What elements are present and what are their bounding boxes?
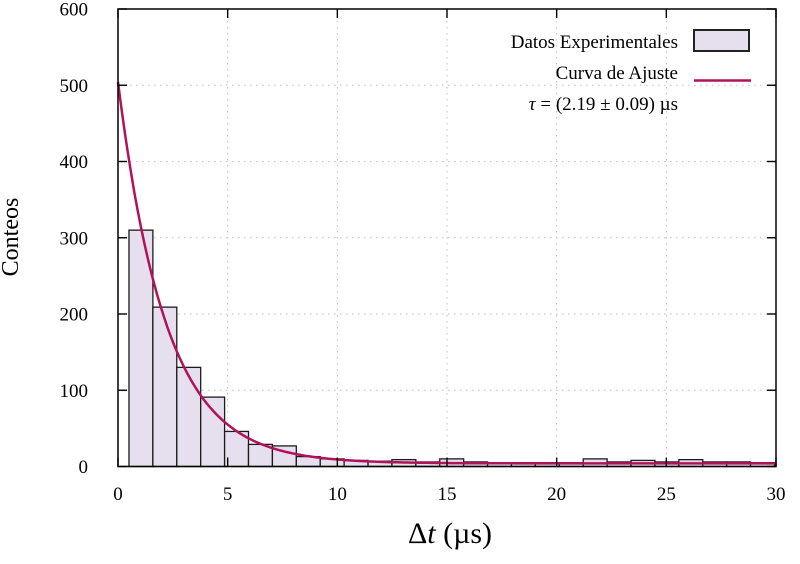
x-tick-label: 10: [328, 484, 347, 505]
x-tick-label: 0: [113, 484, 123, 505]
x-tick-label: 5: [223, 484, 233, 505]
legend-label-experimental-data: Datos Experimentales: [511, 32, 678, 53]
legend: Datos Experimentales Curva de Ajuste τ =…: [511, 29, 751, 115]
x-tick-label: 25: [657, 484, 676, 505]
x-axis-label-delta: Δ: [408, 517, 427, 550]
histogram-bars-layer: [128, 229, 776, 468]
x-axis-label: Δt (µs): [408, 517, 492, 550]
y-tick-label: 400: [60, 152, 89, 173]
tau-symbol: τ: [529, 94, 537, 115]
x-axis-label-unit: (µs): [436, 517, 492, 550]
x-tick-label: 20: [547, 484, 566, 505]
histogram-bar: [152, 306, 178, 468]
grid-layer: [118, 9, 776, 467]
histogram-bar: [176, 366, 202, 468]
plot-border: [117, 8, 777, 468]
y-tick-label: 600: [60, 0, 89, 21]
x-tick-label: 30: [767, 484, 786, 505]
y-tick-label: 200: [60, 305, 89, 326]
x-tick-label: 15: [438, 484, 457, 505]
y-tick-label: 300: [60, 228, 89, 249]
y-tick-label: 100: [60, 381, 89, 402]
y-tick-label: 500: [60, 76, 89, 97]
legend-tau-value: τ = (2.19 ± 0.09) µs: [529, 94, 678, 115]
y-tick-label: 0: [79, 457, 89, 478]
tau-value-text: = (2.19 ± 0.09) µs: [536, 94, 678, 115]
histogram-bar: [200, 396, 226, 468]
x-axis-label-variable: t: [427, 517, 436, 550]
legend-swatch-histogram-box: [693, 29, 750, 52]
legend-label-fit-curve: Curva de Ajuste: [556, 63, 678, 84]
y-axis-label: Conteos: [0, 198, 24, 277]
